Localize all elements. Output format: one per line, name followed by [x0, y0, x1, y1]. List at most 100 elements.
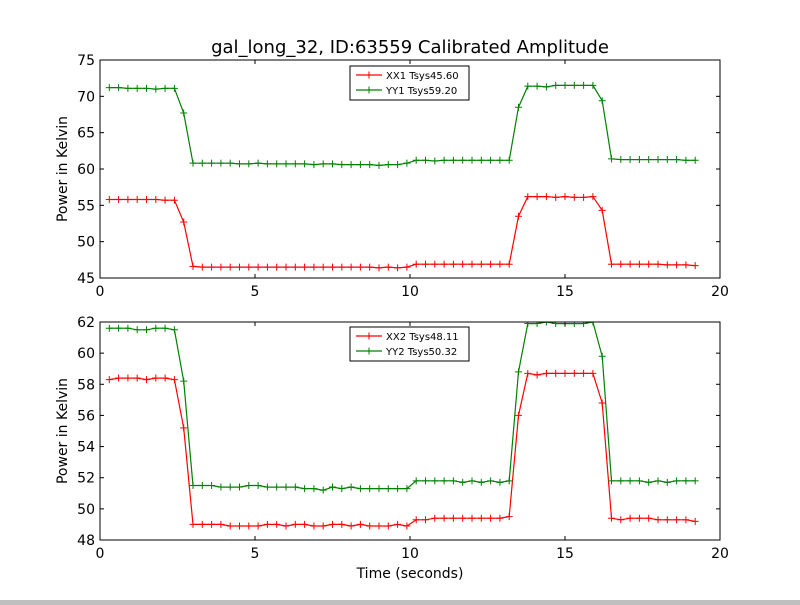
data-point — [329, 160, 336, 168]
y-tick-label: 60 — [77, 162, 95, 178]
x-tick-label: 5 — [251, 284, 260, 300]
data-point — [589, 322, 597, 326]
data-point — [263, 160, 271, 168]
data-point — [105, 324, 113, 332]
y-tick-label: 52 — [77, 471, 95, 487]
data-point — [338, 485, 346, 493]
data-point — [152, 85, 160, 93]
x-tick-label: 10 — [401, 284, 419, 300]
data-point — [319, 160, 327, 168]
data-point — [477, 514, 485, 522]
data-point — [161, 324, 169, 332]
data-point — [552, 193, 560, 201]
data-point — [384, 522, 392, 530]
data-point — [236, 483, 243, 491]
data-point — [338, 263, 346, 271]
data-point — [319, 522, 327, 530]
data-point — [143, 196, 150, 204]
data-point — [440, 514, 448, 522]
data-point — [347, 263, 355, 271]
data-point — [152, 324, 160, 332]
data-point — [487, 514, 495, 522]
data-point — [282, 263, 290, 271]
data-point — [133, 84, 141, 92]
data-point — [273, 483, 281, 491]
data-point — [608, 477, 615, 485]
y-tick-label: 55 — [77, 198, 95, 214]
data-point — [570, 193, 578, 201]
data-point — [654, 516, 662, 524]
data-point — [217, 520, 225, 528]
data-point — [161, 374, 169, 382]
data-point — [115, 374, 123, 382]
legend-box — [349, 65, 470, 101]
series-2-1 — [105, 369, 699, 530]
y-tick-label: 50 — [77, 502, 95, 518]
data-point — [570, 81, 578, 89]
data-point — [226, 522, 234, 530]
data-point — [561, 81, 569, 89]
data-point — [449, 260, 457, 268]
data-point — [338, 520, 346, 528]
data-point — [310, 161, 318, 169]
data-point — [515, 212, 522, 220]
data-point — [329, 483, 336, 491]
series-1-2 — [105, 81, 699, 169]
data-point — [152, 196, 160, 204]
data-point — [356, 485, 364, 493]
data-point — [366, 263, 374, 271]
data-point — [654, 260, 662, 268]
data-point — [319, 486, 327, 494]
data-point — [170, 84, 178, 92]
data-point — [608, 514, 615, 522]
data-point — [496, 260, 504, 268]
data-point — [384, 485, 392, 493]
data-point — [524, 82, 532, 90]
data-point — [654, 156, 662, 164]
data-point — [273, 520, 281, 528]
data-point — [561, 369, 569, 377]
data-point — [198, 263, 206, 271]
data-point — [356, 520, 364, 528]
legend-label: YY2 Tsys50.32 — [385, 347, 457, 358]
data-point — [403, 263, 411, 271]
data-point — [598, 352, 606, 360]
data-point — [170, 326, 178, 334]
y-tick-label: 56 — [77, 408, 95, 424]
data-point — [143, 84, 150, 92]
data-point — [505, 260, 513, 268]
data-point — [217, 483, 225, 491]
data-point — [273, 160, 281, 168]
data-point — [663, 156, 671, 164]
data-point — [589, 81, 597, 89]
data-point — [310, 263, 318, 271]
data-point — [673, 261, 681, 269]
data-point — [691, 477, 699, 485]
data-point — [105, 84, 113, 92]
data-point — [189, 262, 197, 270]
data-point — [440, 156, 448, 164]
data-point — [691, 262, 699, 270]
data-point — [394, 485, 402, 493]
data-point — [505, 477, 513, 485]
data-point — [161, 196, 169, 204]
data-point — [645, 514, 653, 522]
data-point — [282, 483, 290, 491]
y-tick-label: 75 — [77, 53, 95, 69]
data-point — [459, 478, 467, 486]
data-point — [477, 260, 485, 268]
data-point — [282, 522, 290, 530]
data-point — [589, 369, 597, 377]
data-point — [617, 260, 625, 268]
data-point — [487, 260, 495, 268]
data-point — [338, 161, 346, 169]
data-point — [515, 103, 522, 111]
data-point — [291, 483, 299, 491]
data-point — [375, 161, 383, 169]
data-point — [180, 218, 188, 226]
x-tick-label: 0 — [96, 284, 105, 300]
data-point — [170, 196, 178, 204]
data-point — [105, 376, 113, 384]
data-point — [422, 516, 429, 524]
